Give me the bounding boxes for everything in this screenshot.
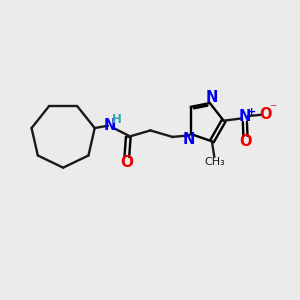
- Text: N: N: [239, 110, 251, 124]
- Text: H: H: [112, 113, 122, 126]
- Text: O: O: [239, 134, 252, 149]
- Text: CH₃: CH₃: [204, 157, 225, 167]
- Text: O: O: [259, 107, 272, 122]
- Text: ⁻: ⁻: [269, 103, 276, 116]
- Text: N: N: [183, 132, 195, 147]
- Text: N: N: [104, 118, 116, 133]
- Text: O: O: [120, 155, 133, 170]
- Text: N: N: [205, 90, 218, 105]
- Text: +: +: [247, 107, 256, 117]
